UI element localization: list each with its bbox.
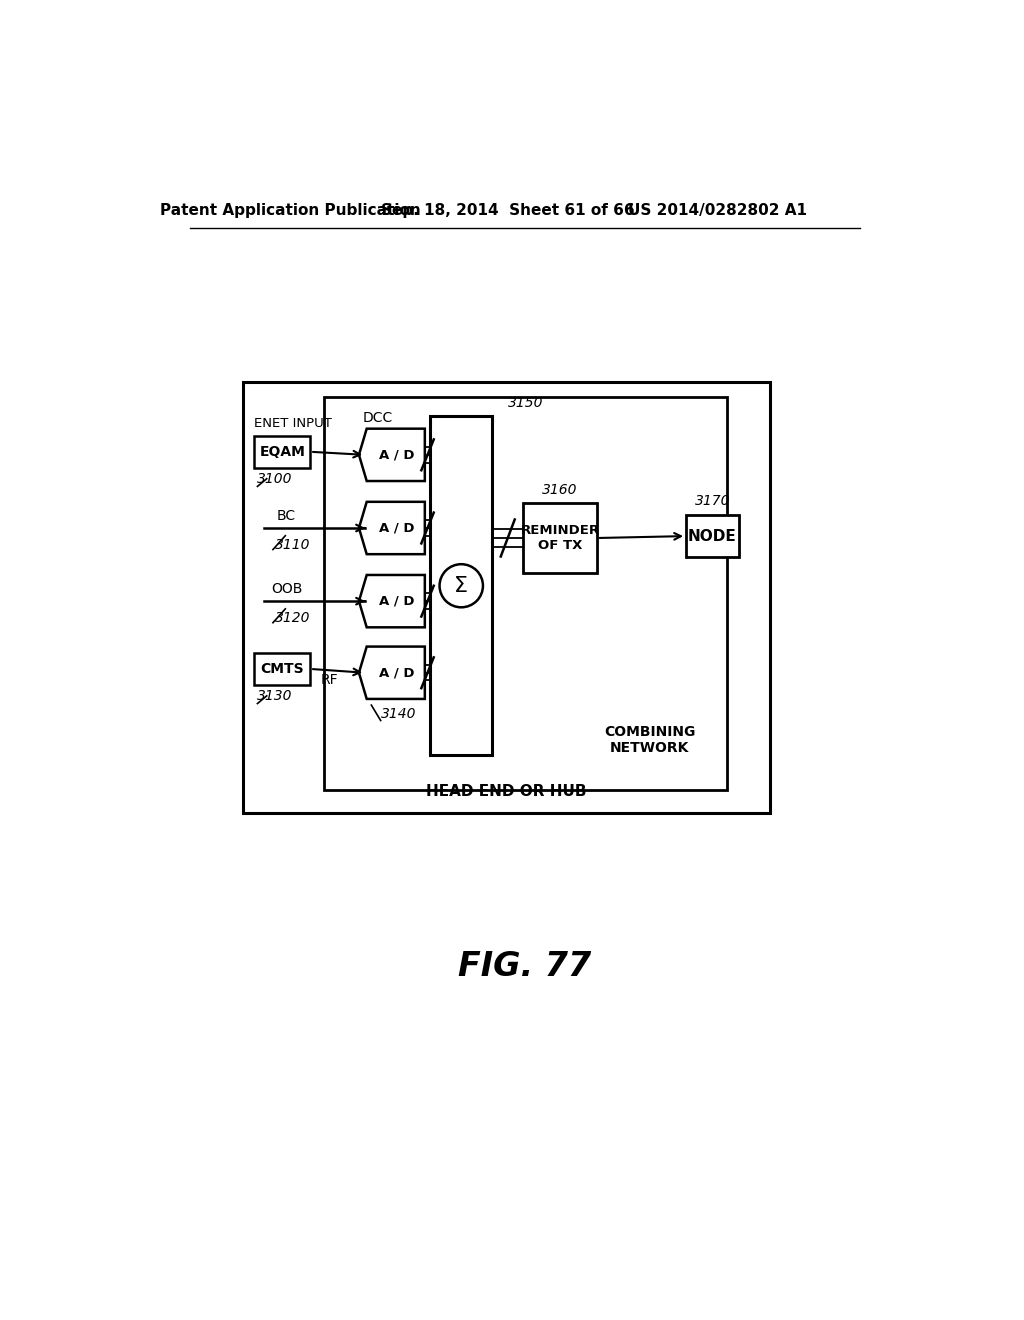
- Text: 3140: 3140: [381, 708, 416, 721]
- Text: ENET INPUT: ENET INPUT: [254, 417, 332, 430]
- Text: REMINDER
OF TX: REMINDER OF TX: [520, 524, 600, 552]
- Text: COMBINING
NETWORK: COMBINING NETWORK: [604, 725, 695, 755]
- Bar: [430, 416, 493, 755]
- Text: 3110: 3110: [275, 539, 310, 552]
- Text: US 2014/0282802 A1: US 2014/0282802 A1: [628, 203, 807, 218]
- Text: A / D: A / D: [380, 594, 415, 607]
- Bar: [686, 515, 738, 557]
- Bar: [324, 397, 727, 789]
- Text: FIG. 77: FIG. 77: [458, 950, 592, 983]
- Text: 3150: 3150: [508, 396, 544, 411]
- Polygon shape: [359, 576, 425, 627]
- Text: A / D: A / D: [380, 449, 415, 462]
- Text: OOB: OOB: [271, 582, 302, 595]
- Polygon shape: [359, 502, 425, 554]
- Text: Patent Application Publication: Patent Application Publication: [161, 203, 421, 218]
- Polygon shape: [359, 429, 425, 480]
- Bar: [254, 436, 310, 469]
- Text: CMTS: CMTS: [260, 661, 304, 676]
- Text: DCC: DCC: [362, 411, 393, 425]
- Text: NODE: NODE: [688, 528, 736, 544]
- Text: 3100: 3100: [257, 471, 293, 486]
- Text: 3130: 3130: [257, 689, 293, 702]
- Bar: [243, 381, 770, 813]
- Text: 3120: 3120: [275, 611, 310, 626]
- Text: RF: RF: [321, 673, 339, 686]
- Text: 3170: 3170: [694, 494, 730, 508]
- Polygon shape: [359, 647, 425, 700]
- Text: EQAM: EQAM: [259, 445, 305, 459]
- Text: Sep. 18, 2014  Sheet 61 of 66: Sep. 18, 2014 Sheet 61 of 66: [381, 203, 635, 218]
- Bar: [254, 653, 310, 685]
- Text: 3160: 3160: [543, 483, 578, 496]
- Bar: [523, 503, 597, 573]
- Text: A / D: A / D: [380, 521, 415, 535]
- Text: HEAD END OR HUB: HEAD END OR HUB: [426, 784, 587, 799]
- Text: Σ: Σ: [455, 576, 468, 595]
- Text: BC: BC: [278, 508, 296, 523]
- Text: A / D: A / D: [380, 667, 415, 680]
